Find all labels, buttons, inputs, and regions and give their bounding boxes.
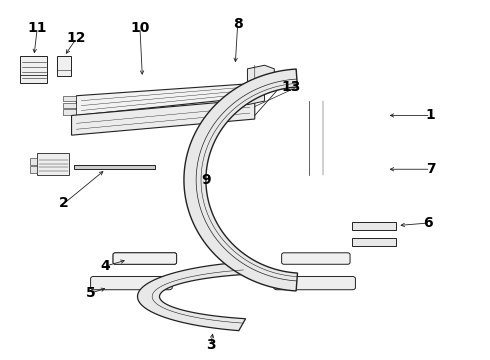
Bar <box>57 56 71 76</box>
FancyBboxPatch shape <box>282 253 350 264</box>
Polygon shape <box>184 69 297 291</box>
Text: 2: 2 <box>59 196 69 210</box>
Text: 10: 10 <box>130 21 149 35</box>
Text: 7: 7 <box>426 162 436 176</box>
Bar <box>63 103 76 108</box>
Bar <box>63 96 76 101</box>
Text: 3: 3 <box>206 338 216 352</box>
FancyBboxPatch shape <box>274 276 355 290</box>
Text: 12: 12 <box>67 31 86 45</box>
Bar <box>352 238 396 246</box>
Text: 1: 1 <box>426 108 436 122</box>
Bar <box>74 165 155 169</box>
Text: 5: 5 <box>86 286 96 300</box>
Bar <box>63 109 76 115</box>
Text: 13: 13 <box>282 80 301 94</box>
Polygon shape <box>72 99 255 135</box>
Bar <box>30 166 37 173</box>
FancyBboxPatch shape <box>113 253 176 264</box>
Bar <box>20 56 47 83</box>
Text: 11: 11 <box>27 21 47 35</box>
Bar <box>190 149 196 158</box>
Bar <box>37 153 69 175</box>
Bar <box>352 222 396 230</box>
Bar <box>30 158 37 165</box>
Polygon shape <box>247 65 274 105</box>
Text: 9: 9 <box>201 173 211 187</box>
FancyBboxPatch shape <box>91 276 172 290</box>
FancyBboxPatch shape <box>113 253 176 264</box>
Text: 6: 6 <box>423 216 433 230</box>
Polygon shape <box>76 84 250 116</box>
Text: 8: 8 <box>233 17 243 31</box>
Polygon shape <box>245 80 260 98</box>
Text: 4: 4 <box>101 259 111 273</box>
Polygon shape <box>138 262 245 330</box>
